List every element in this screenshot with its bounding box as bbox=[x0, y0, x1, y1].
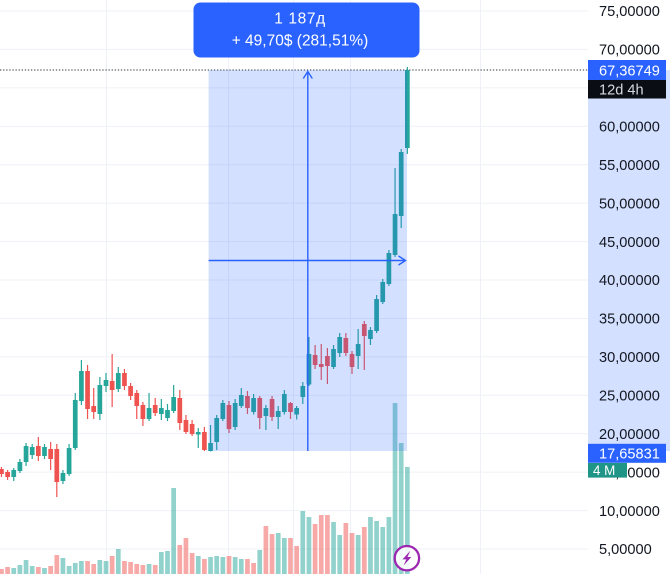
svg-text:4 M: 4 M bbox=[593, 463, 615, 478]
svg-text:55,00000: 55,00000 bbox=[599, 158, 660, 174]
svg-text:35,00000: 35,00000 bbox=[599, 312, 660, 328]
svg-text:45,00000: 45,00000 bbox=[599, 235, 660, 251]
svg-text:+ 49,70$ (281,51%): + 49,70$ (281,51%) bbox=[232, 32, 369, 49]
svg-text:75,00000: 75,00000 bbox=[599, 4, 660, 20]
svg-text:12d 4h: 12d 4h bbox=[599, 82, 644, 98]
svg-text:50,00000: 50,00000 bbox=[599, 196, 660, 212]
svg-text:60,00000: 60,00000 bbox=[599, 119, 660, 135]
svg-text:25,00000: 25,00000 bbox=[599, 389, 660, 405]
svg-text:70,00000: 70,00000 bbox=[599, 43, 660, 59]
svg-text:17,65831: 17,65831 bbox=[599, 447, 660, 463]
svg-text:5,00000: 5,00000 bbox=[599, 542, 652, 558]
svg-text:40,00000: 40,00000 bbox=[599, 273, 660, 289]
svg-text:1 187д: 1 187д bbox=[274, 11, 325, 28]
svg-text:20,00000: 20,00000 bbox=[599, 427, 660, 443]
svg-text:67,36749: 67,36749 bbox=[599, 63, 660, 79]
svg-text:10,00000: 10,00000 bbox=[599, 504, 660, 520]
svg-text:30,00000: 30,00000 bbox=[599, 350, 660, 366]
